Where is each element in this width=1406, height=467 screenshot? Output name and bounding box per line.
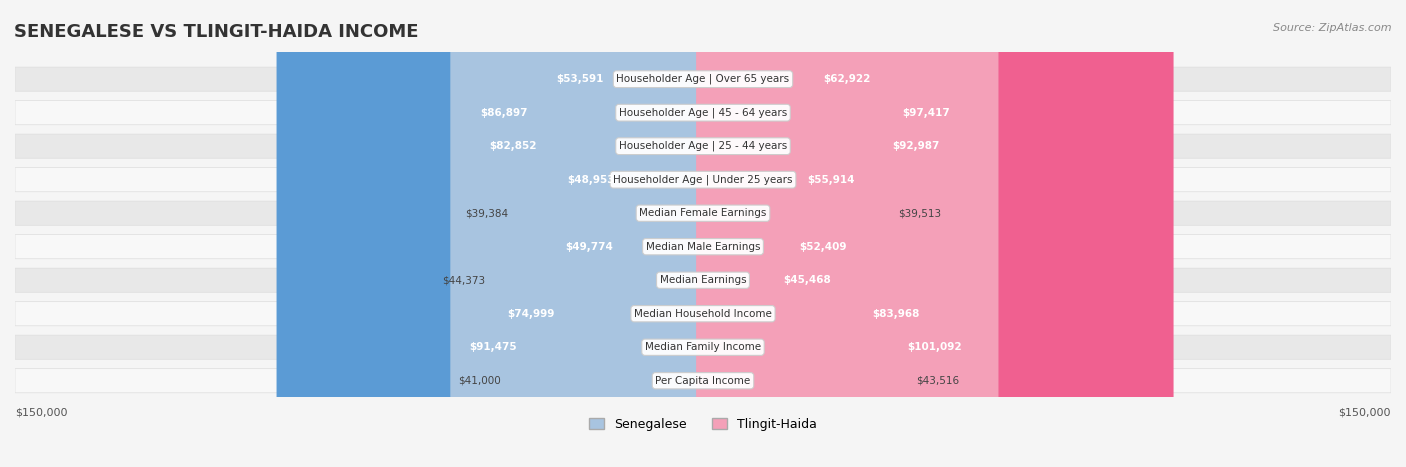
Text: Source: ZipAtlas.com: Source: ZipAtlas.com (1274, 23, 1392, 33)
Text: $74,999: $74,999 (508, 309, 555, 318)
FancyBboxPatch shape (471, 0, 710, 467)
FancyBboxPatch shape (696, 0, 1174, 467)
Text: $82,852: $82,852 (489, 141, 537, 151)
FancyBboxPatch shape (696, 0, 891, 467)
FancyBboxPatch shape (15, 234, 1391, 259)
Text: $53,591: $53,591 (557, 74, 603, 84)
Text: $150,000: $150,000 (1339, 408, 1391, 417)
Text: $44,373: $44,373 (443, 275, 485, 285)
Legend: Senegalese, Tlingit-Haida: Senegalese, Tlingit-Haida (585, 413, 821, 436)
Text: SENEGALESE VS TLINGIT-HAIDA INCOME: SENEGALESE VS TLINGIT-HAIDA INCOME (14, 23, 419, 42)
FancyBboxPatch shape (516, 0, 710, 467)
Text: Per Capita Income: Per Capita Income (655, 376, 751, 386)
Text: $62,922: $62,922 (824, 74, 870, 84)
FancyBboxPatch shape (15, 134, 1391, 158)
FancyBboxPatch shape (468, 0, 710, 467)
FancyBboxPatch shape (696, 0, 966, 467)
FancyBboxPatch shape (696, 0, 950, 467)
FancyBboxPatch shape (15, 368, 1391, 393)
Text: Householder Age | 25 - 44 years: Householder Age | 25 - 44 years (619, 141, 787, 151)
Text: $52,409: $52,409 (800, 242, 846, 252)
Text: Median Household Income: Median Household Income (634, 309, 772, 318)
FancyBboxPatch shape (15, 335, 1391, 359)
Text: $101,092: $101,092 (907, 342, 962, 352)
Text: $43,516: $43,516 (917, 376, 959, 386)
Text: Median Male Earnings: Median Male Earnings (645, 242, 761, 252)
FancyBboxPatch shape (696, 0, 910, 467)
FancyBboxPatch shape (696, 0, 1157, 467)
Text: Householder Age | Under 25 years: Householder Age | Under 25 years (613, 175, 793, 185)
Text: Median Earnings: Median Earnings (659, 275, 747, 285)
Text: $49,774: $49,774 (565, 242, 613, 252)
FancyBboxPatch shape (450, 0, 710, 467)
Text: $91,475: $91,475 (470, 342, 517, 352)
FancyBboxPatch shape (696, 0, 918, 467)
Text: $150,000: $150,000 (15, 408, 67, 417)
FancyBboxPatch shape (696, 0, 1136, 467)
Text: $83,968: $83,968 (872, 309, 920, 318)
Text: $86,897: $86,897 (479, 108, 527, 118)
FancyBboxPatch shape (352, 0, 710, 467)
FancyBboxPatch shape (15, 168, 1391, 192)
Text: $39,384: $39,384 (465, 208, 509, 218)
Text: $97,417: $97,417 (903, 108, 950, 118)
FancyBboxPatch shape (508, 0, 710, 467)
Text: Householder Age | Over 65 years: Householder Age | Over 65 years (616, 74, 790, 85)
Text: $45,468: $45,468 (783, 275, 831, 285)
FancyBboxPatch shape (15, 67, 1391, 91)
FancyBboxPatch shape (316, 0, 710, 467)
FancyBboxPatch shape (696, 0, 1095, 467)
FancyBboxPatch shape (298, 0, 710, 467)
Text: $41,000: $41,000 (458, 376, 501, 386)
Text: Median Family Income: Median Family Income (645, 342, 761, 352)
Text: $39,513: $39,513 (898, 208, 941, 218)
Text: $92,987: $92,987 (893, 141, 941, 151)
FancyBboxPatch shape (277, 0, 710, 467)
Text: Median Female Earnings: Median Female Earnings (640, 208, 766, 218)
Text: $55,914: $55,914 (807, 175, 855, 184)
FancyBboxPatch shape (15, 100, 1391, 125)
FancyBboxPatch shape (696, 0, 998, 467)
FancyBboxPatch shape (492, 0, 710, 467)
FancyBboxPatch shape (15, 201, 1391, 225)
Text: $48,953: $48,953 (567, 175, 614, 184)
FancyBboxPatch shape (15, 268, 1391, 292)
FancyBboxPatch shape (15, 302, 1391, 326)
Text: Householder Age | 45 - 64 years: Householder Age | 45 - 64 years (619, 107, 787, 118)
